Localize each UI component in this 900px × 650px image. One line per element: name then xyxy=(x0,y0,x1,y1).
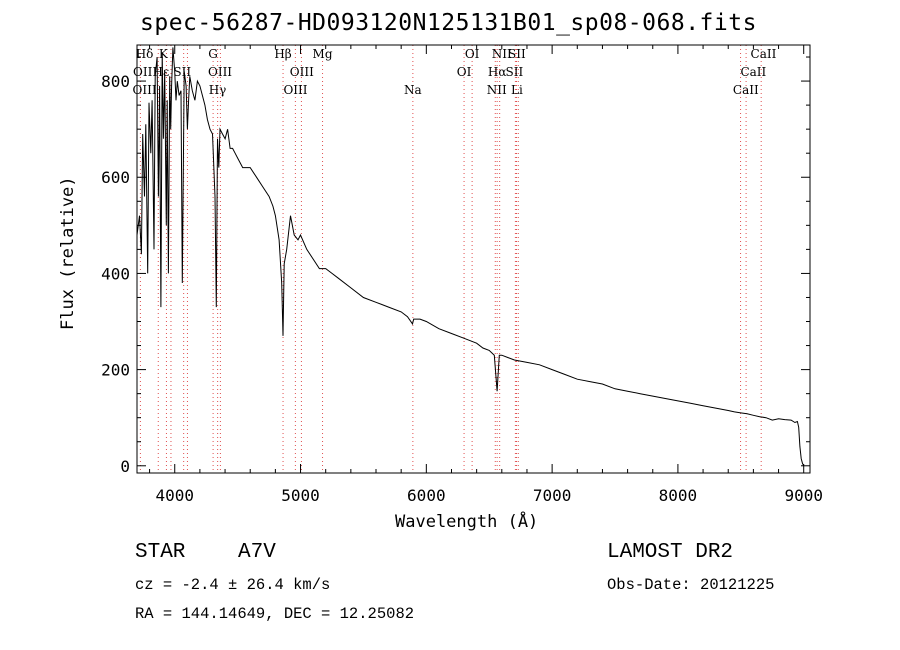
line-label-6: G xyxy=(208,47,218,61)
y-tick-label: 200 xyxy=(101,361,130,380)
y-axis: 0 200 400 600 800 xyxy=(101,56,810,476)
line-label-12: Mg xyxy=(313,47,333,61)
line-label-14: OI xyxy=(465,47,480,61)
x-tick-label: 6000 xyxy=(407,486,446,505)
plot-frame xyxy=(136,44,811,474)
line-label-24: CaII xyxy=(733,83,759,97)
coordinates: RA = 144.14649, DEC = 12.25082 xyxy=(135,605,415,623)
line-label-23: CaII xyxy=(740,65,766,79)
spectrum-series-line xyxy=(136,47,805,467)
line-label-2: OII xyxy=(133,65,153,79)
x-tick-label: 4000 xyxy=(155,486,194,505)
x-tick-label: 9000 xyxy=(784,486,823,505)
line-label-15: OI xyxy=(457,65,472,79)
line-label-1: K xyxy=(159,47,169,61)
line-label-10: OIII xyxy=(290,65,314,79)
y-tick-label: 400 xyxy=(101,264,130,283)
x-tick-label: 7000 xyxy=(533,486,572,505)
line-label-22: CaII xyxy=(751,47,777,61)
line-label-18: Hα xyxy=(488,65,507,79)
line-label-16: NII xyxy=(492,47,512,61)
line-label-8: Hγ xyxy=(209,83,227,97)
line-label-5: OIII xyxy=(133,83,157,97)
y-tick-label: 0 xyxy=(120,457,130,476)
obs-date: Obs-Date: 20121225 xyxy=(607,576,775,594)
spectral-line-markers xyxy=(139,45,762,473)
x-axis: 4000 5000 6000 7000 8000 9000 xyxy=(149,45,823,505)
line-label-17: SII xyxy=(508,47,526,61)
line-label-7: OIII xyxy=(208,65,232,79)
redshift-cz: cz = -2.4 ± 26.4 km/s xyxy=(135,576,331,594)
line-label-4: SII xyxy=(173,65,191,79)
line-label-21: Li xyxy=(511,83,523,97)
line-label-0: Hδ xyxy=(136,47,154,61)
survey-name: LAMOST DR2 xyxy=(607,541,734,564)
line-label-19: SII xyxy=(506,65,524,79)
chart-title: spec-56287-HD093120N125131B01_sp08-068.f… xyxy=(140,10,757,36)
object-subclass: A7V xyxy=(238,541,276,564)
object-class: STAR xyxy=(135,541,186,564)
line-label-13: Na xyxy=(404,83,422,97)
line-label-20: NII xyxy=(487,83,507,97)
x-axis-label: Wavelength (Å) xyxy=(395,512,539,532)
y-axis-label: Flux (relative) xyxy=(58,176,78,330)
line-label-11: OIII xyxy=(283,83,307,97)
y-tick-label: 800 xyxy=(101,72,130,91)
y-tick-label: 600 xyxy=(101,168,130,187)
x-tick-label: 5000 xyxy=(281,486,320,505)
line-label-9: Hβ xyxy=(274,47,291,61)
x-tick-label: 8000 xyxy=(659,486,698,505)
